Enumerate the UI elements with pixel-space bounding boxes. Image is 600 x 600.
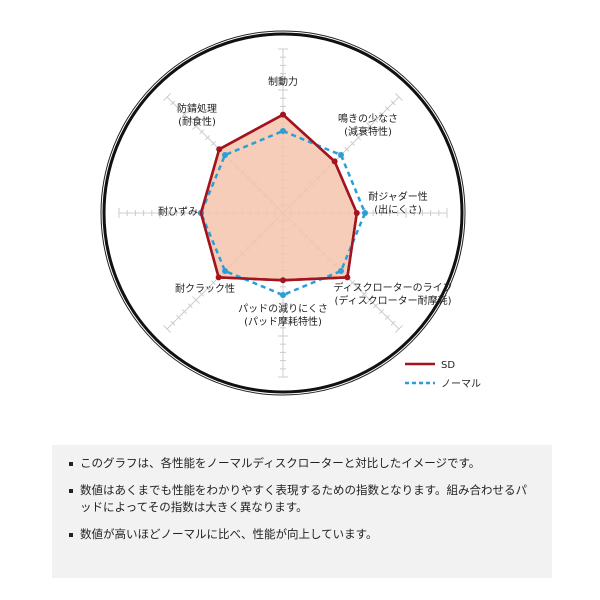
axis-tick [181, 111, 187, 117]
series-sd-line [199, 113, 359, 282]
series-normal-line [199, 129, 367, 297]
axis-tick [373, 303, 379, 309]
axis-label: (減衰特性) [344, 125, 392, 138]
outer-ring [102, 32, 464, 394]
axis-tick [390, 320, 396, 326]
axis-tick [170, 320, 176, 326]
axis-tick [205, 285, 211, 291]
series-sd-outline [199, 113, 359, 282]
axis-tick [390, 100, 396, 106]
note-item: 数値はあくまでも性能をわかりやすく表現するための指数となります。組み合わせるパッ… [69, 482, 538, 516]
axis-tick [199, 291, 205, 297]
series-normal-point [280, 292, 286, 298]
axis-tick [373, 117, 379, 123]
series-normal-point [337, 152, 344, 159]
axis-label: パッドの減りにくさ [238, 302, 328, 315]
axis-tick [199, 129, 205, 135]
axis-tick [395, 93, 403, 101]
axis-tick [379, 111, 385, 117]
axis-tick [395, 325, 403, 333]
axis-tick [170, 100, 176, 106]
axis-tick [192, 296, 200, 304]
axis-label: ディスクローターのライフ [333, 281, 452, 294]
axis-tick [181, 309, 187, 315]
axis-label: 耐ひずみ [158, 205, 198, 218]
axis-label: (出にくさ) [374, 203, 422, 216]
axis-label: 鳴きの少なさ [338, 112, 398, 125]
axis-label: 防錆処理 [177, 102, 217, 115]
series-normal-point [222, 152, 229, 159]
note-item: 数値が高いほどノーマルに比べ、性能が向上しています。 [69, 526, 538, 543]
axis-tick [384, 106, 390, 112]
axis-tick [355, 135, 361, 141]
axis-label: (耐食性) [178, 115, 216, 128]
series-normal-point [222, 267, 229, 274]
series-normal-point [280, 128, 286, 134]
axis-tick [163, 93, 171, 101]
axis-tick [187, 117, 193, 123]
axis-tick [344, 146, 350, 152]
axis-tick [210, 140, 216, 146]
axis-tick [205, 135, 211, 141]
note-item: このグラフは、各性能をノーマルディスクローターと対比したイメージです。 [69, 455, 538, 472]
series-normal-point [362, 210, 368, 216]
axis-tick [361, 129, 367, 135]
axis-tick [384, 314, 390, 320]
axis-tick [163, 325, 171, 333]
outer-ring-thin [100, 30, 466, 396]
axis-tick [176, 106, 182, 112]
axis-tick [366, 296, 374, 304]
axis-label: 制動力 [268, 75, 298, 88]
axis-tick [350, 280, 356, 286]
axis-tick [187, 303, 193, 309]
series-normal-point [337, 267, 344, 274]
radar-chart: 制動力鳴きの少なさ(減衰特性)耐ジャダー性(出にくさ)ディスクローターのライフ(… [100, 30, 481, 396]
axis-tick [210, 280, 216, 286]
legend: SD ノーマル [405, 360, 481, 390]
axis-label: (ディスクローター耐摩耗) [334, 294, 451, 307]
axis-tick [176, 314, 182, 320]
legend-normal-label: ノーマル [441, 379, 481, 390]
notes-box: このグラフは、各性能をノーマルディスクローターと対比したイメージです。 数値はあ… [52, 445, 552, 578]
axis-tick [350, 140, 356, 146]
legend-sd-label: SD [441, 360, 455, 371]
axis-tick [379, 309, 385, 315]
axis-label: 耐クラック性 [175, 282, 235, 295]
axis-tick [355, 285, 361, 291]
axis-tick [361, 291, 367, 297]
axis-label: 耐ジャダー性 [368, 190, 428, 203]
axis-tick [366, 122, 374, 130]
axis-label: (パッド摩耗特性) [244, 315, 322, 328]
axis-tick [192, 122, 200, 130]
